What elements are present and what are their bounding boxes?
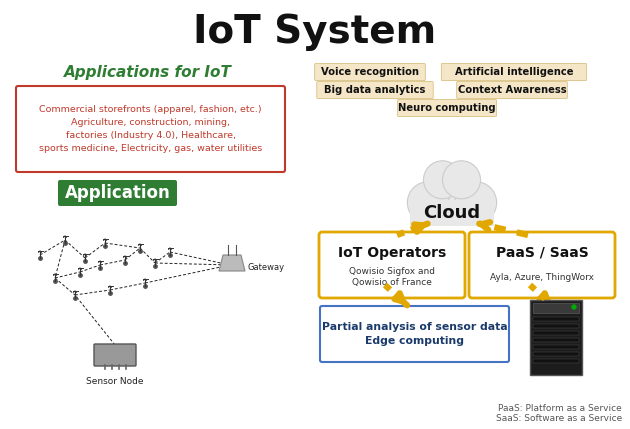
FancyBboxPatch shape (319, 232, 465, 298)
Text: Sensor Node: Sensor Node (86, 377, 144, 386)
Bar (533, 331, 579, 335)
FancyBboxPatch shape (441, 63, 587, 81)
Text: SaaS: Software as a Service: SaaS: Software as a Service (496, 414, 622, 423)
Circle shape (572, 305, 576, 309)
Bar (410, 200, 494, 227)
Bar (533, 338, 579, 342)
Text: Gateway: Gateway (248, 263, 285, 272)
FancyBboxPatch shape (16, 86, 285, 172)
Text: Application: Application (65, 184, 170, 202)
Circle shape (455, 182, 496, 224)
Text: Partial analysis of sensor data
Edge computing: Partial analysis of sensor data Edge com… (322, 322, 507, 346)
Text: Cloud: Cloud (423, 204, 481, 222)
Circle shape (442, 161, 481, 199)
Text: Context Awareness: Context Awareness (457, 85, 566, 95)
Text: IoT Operators: IoT Operators (338, 246, 446, 260)
Text: Commercial storefronts (apparel, fashion, etc.)
Agriculture, construction, minin: Commercial storefronts (apparel, fashion… (39, 105, 262, 153)
Text: PaaS / SaaS: PaaS / SaaS (496, 246, 588, 260)
Bar (533, 352, 579, 356)
FancyBboxPatch shape (94, 344, 136, 366)
Bar (533, 324, 579, 328)
Text: IoT System: IoT System (193, 13, 437, 51)
Bar (533, 317, 579, 321)
Text: Applications for IoT: Applications for IoT (64, 64, 232, 79)
FancyBboxPatch shape (469, 232, 615, 298)
FancyBboxPatch shape (317, 82, 433, 99)
FancyBboxPatch shape (457, 82, 567, 99)
Text: Artificial intelligence: Artificial intelligence (455, 67, 573, 77)
Circle shape (421, 165, 483, 225)
FancyBboxPatch shape (320, 306, 509, 362)
FancyBboxPatch shape (58, 180, 177, 206)
Bar (533, 345, 579, 349)
Bar (533, 359, 579, 363)
Text: PaaS: Platform as a Service: PaaS: Platform as a Service (498, 404, 622, 413)
Text: Voice recognition: Voice recognition (321, 67, 419, 77)
FancyBboxPatch shape (315, 63, 425, 81)
Text: Ayla, Azure, ThingWorx: Ayla, Azure, ThingWorx (490, 272, 594, 281)
Text: Qowisio Sigfox and
Qowisio of France: Qowisio Sigfox and Qowisio of France (349, 266, 435, 287)
Circle shape (423, 161, 462, 199)
FancyBboxPatch shape (398, 100, 496, 117)
Polygon shape (219, 255, 245, 271)
Bar (533, 303, 579, 313)
Text: Big data analytics: Big data analytics (324, 85, 426, 95)
Bar (530, 300, 582, 375)
Circle shape (408, 182, 449, 224)
Text: Neuro computing: Neuro computing (398, 103, 496, 113)
